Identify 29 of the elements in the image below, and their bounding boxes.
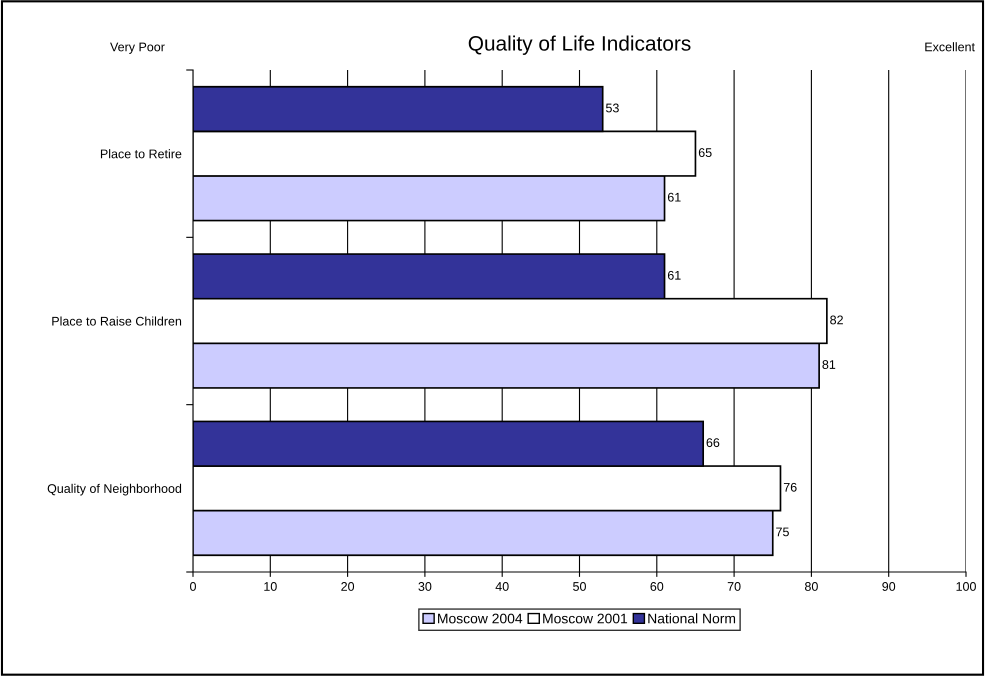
x-tick-label: 100	[956, 582, 976, 591]
x-tick-label: 60	[650, 582, 664, 591]
y-tick-label: Place to Raise Children	[52, 316, 182, 326]
data-label: 82	[830, 316, 843, 324]
x-tick-label: 0	[190, 582, 196, 591]
legend-label: National Norm	[648, 613, 736, 624]
y-tick-label: Place to Retire	[100, 149, 182, 158]
data-label: 66	[706, 438, 720, 448]
chart-title: Quality of Life Indicators	[468, 35, 690, 55]
data-label: 81	[822, 360, 836, 369]
data-label: 61	[668, 192, 681, 202]
x-tick-label: 80	[804, 582, 818, 591]
text: Very Poor	[110, 42, 165, 54]
x-tick-label: 70	[728, 582, 741, 591]
x-tick-label: 40	[496, 582, 509, 591]
legend-label: Moscow 2004	[438, 614, 522, 624]
legend-label: Moscow 2001	[543, 614, 628, 624]
data-label: 53	[606, 104, 619, 112]
x-tick-label: 30	[418, 582, 432, 591]
text: Excellent	[925, 42, 975, 52]
data-label: 76	[784, 482, 797, 492]
x-tick-label: 10	[264, 582, 277, 591]
x-tick-label: 90	[882, 582, 896, 591]
data-label: 75	[776, 528, 789, 536]
data-label: 65	[698, 148, 712, 158]
x-tick-label: 20	[341, 582, 354, 591]
data-label: 61	[668, 270, 681, 280]
x-tick-label: 50	[573, 582, 586, 591]
y-tick-label: Quality of Neighborhood	[48, 484, 182, 496]
